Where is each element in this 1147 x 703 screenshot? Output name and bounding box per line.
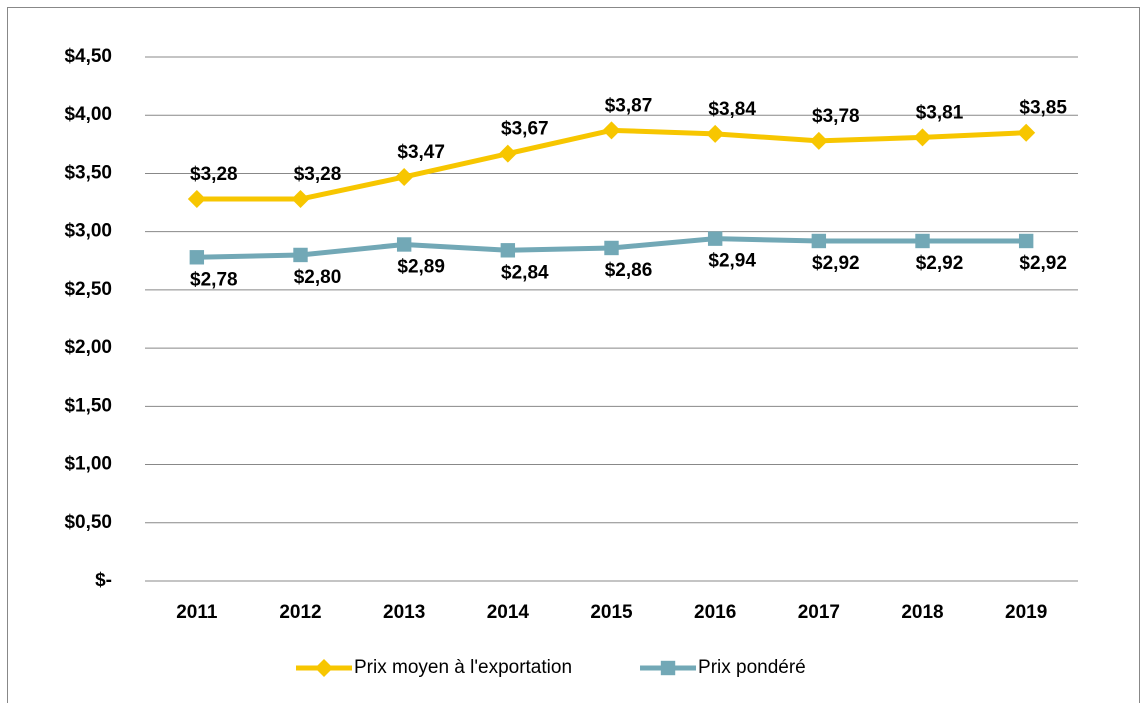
marker bbox=[707, 231, 723, 246]
data-label: $3,85 bbox=[1019, 98, 1067, 119]
y-tick-label: $2,50 bbox=[64, 279, 112, 300]
marker bbox=[1017, 123, 1036, 142]
data-label: $3,81 bbox=[916, 102, 964, 123]
y-tick-label: $- bbox=[95, 570, 112, 591]
x-tick-label: 2018 bbox=[901, 602, 943, 623]
marker bbox=[187, 190, 206, 209]
marker bbox=[396, 237, 412, 252]
data-label: $2,94 bbox=[708, 251, 756, 272]
x-tick-label: 2019 bbox=[1005, 602, 1047, 623]
x-tick-label: 2016 bbox=[694, 602, 736, 623]
data-label: $2,80 bbox=[294, 267, 342, 288]
marker bbox=[660, 660, 676, 676]
marker bbox=[913, 128, 932, 147]
marker bbox=[293, 247, 308, 263]
x-tick-label: 2015 bbox=[590, 602, 633, 623]
marker bbox=[1018, 233, 1034, 249]
marker bbox=[291, 190, 310, 209]
marker bbox=[500, 243, 516, 258]
data-label: $3,84 bbox=[708, 99, 756, 120]
data-label: $3,28 bbox=[190, 164, 238, 185]
marker bbox=[315, 659, 333, 677]
data-label: $2,84 bbox=[501, 262, 549, 283]
y-tick-label: $2,00 bbox=[64, 337, 112, 358]
y-tick-label: $3,50 bbox=[64, 162, 112, 183]
data-label: $2,92 bbox=[812, 253, 860, 274]
marker bbox=[915, 233, 930, 249]
marker bbox=[706, 124, 725, 143]
x-tick-label: 2012 bbox=[279, 602, 321, 623]
legend-label: Prix pondéré bbox=[698, 657, 806, 678]
marker bbox=[604, 240, 619, 256]
marker bbox=[811, 233, 827, 249]
x-tick-label: 2013 bbox=[383, 602, 425, 623]
data-label: $3,87 bbox=[605, 95, 653, 116]
data-label: $2,92 bbox=[1019, 253, 1067, 274]
chart-frame bbox=[7, 7, 1140, 703]
data-label: $2,78 bbox=[190, 269, 238, 290]
y-tick-label: $3,00 bbox=[64, 221, 112, 242]
marker bbox=[498, 144, 517, 163]
marker bbox=[395, 167, 414, 186]
y-tick-label: $1,00 bbox=[64, 454, 112, 475]
x-tick-label: 2014 bbox=[487, 602, 530, 623]
y-tick-label: $4,00 bbox=[64, 104, 112, 125]
y-tick-label: $0,50 bbox=[64, 512, 112, 533]
data-label: $2,89 bbox=[397, 256, 445, 277]
y-tick-label: $4,50 bbox=[64, 46, 112, 67]
x-tick-label: 2011 bbox=[176, 602, 218, 623]
data-label: $3,47 bbox=[397, 142, 445, 163]
data-label: $3,28 bbox=[294, 164, 342, 185]
x-tick-label: 2017 bbox=[798, 602, 840, 623]
y-tick-label: $1,50 bbox=[64, 395, 112, 416]
data-label: $2,92 bbox=[916, 253, 964, 274]
marker bbox=[809, 131, 828, 150]
data-label: $3,78 bbox=[812, 106, 860, 127]
marker bbox=[602, 121, 621, 140]
data-label: $3,67 bbox=[501, 119, 549, 140]
data-label: $2,86 bbox=[605, 260, 653, 281]
legend-label: Prix moyen à l'exportation bbox=[354, 657, 572, 678]
marker bbox=[189, 250, 205, 265]
